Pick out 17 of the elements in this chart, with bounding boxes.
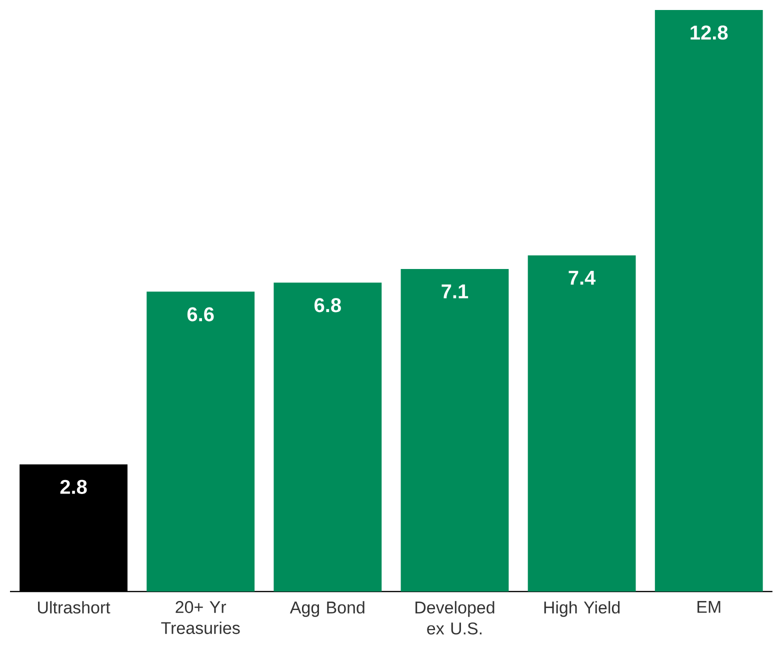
x-tick-label: EM [698, 600, 720, 613]
x-tick-label: High Yield [544, 600, 620, 617]
data-label: 6.8 [314, 298, 341, 312]
data-label: 7.1 [442, 284, 468, 298]
x-tick-label: Ultrashort [38, 600, 110, 614]
x-tick-label: Agg Bond [290, 600, 364, 617]
bar [654, 10, 763, 592]
data-label: 6.6 [187, 306, 214, 322]
x-tick-label: Developed ex U.S. [416, 600, 494, 634]
data-label: 7.4 [568, 270, 596, 284]
x-tick-label: 20+ Yr Treasuries [161, 600, 240, 634]
bar [146, 291, 255, 592]
data-label: 12.8 [690, 25, 728, 40]
bar [528, 255, 636, 592]
bar [274, 282, 382, 592]
data-label: 2.8 [60, 480, 87, 494]
bar [400, 268, 509, 592]
